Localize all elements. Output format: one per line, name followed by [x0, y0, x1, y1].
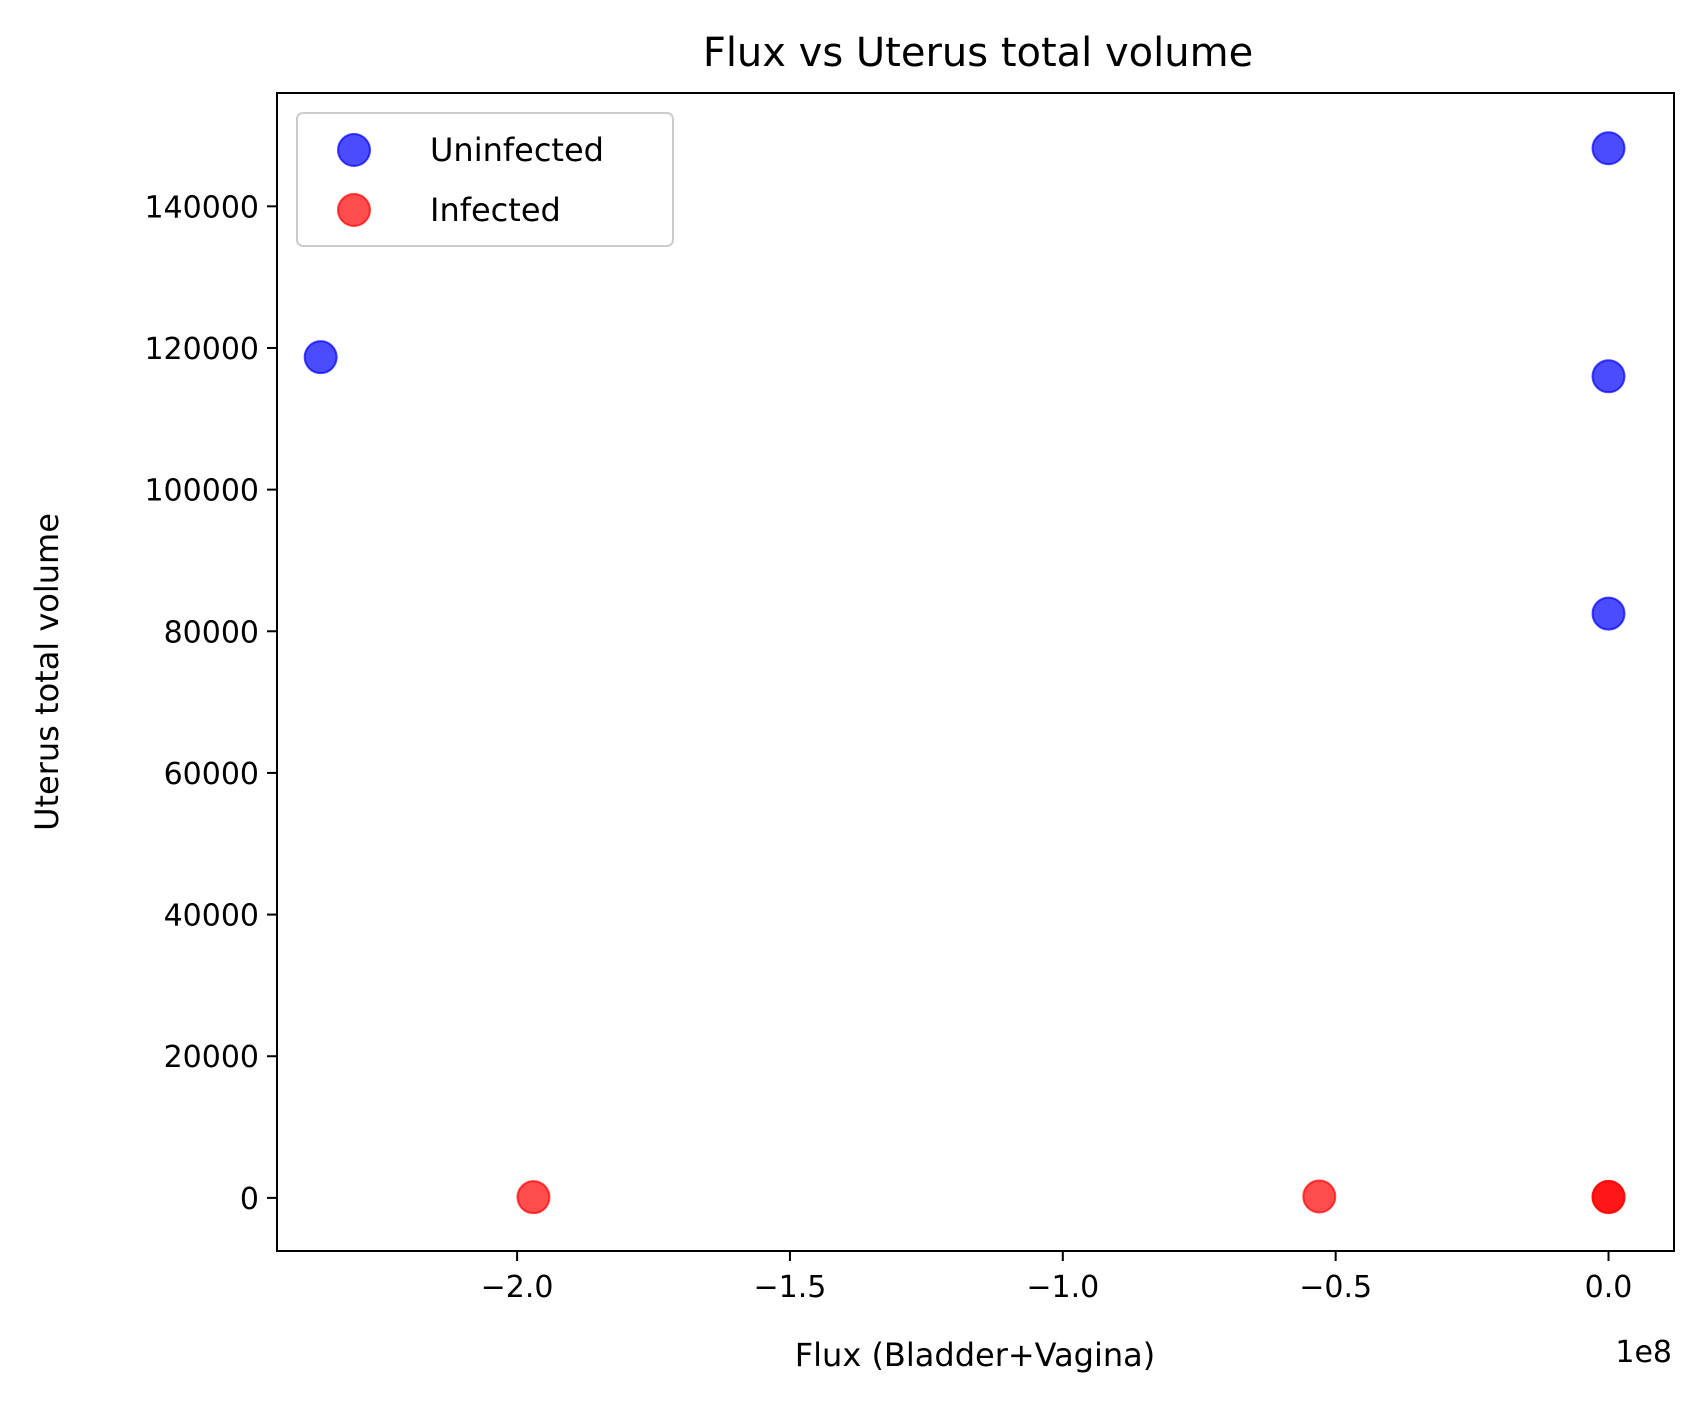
legend-label: Uninfected [430, 131, 604, 169]
data-point [1591, 359, 1626, 394]
y-tick-label: 120000 [144, 332, 259, 367]
x-axis-offset-label: 1e8 [1615, 1335, 1672, 1370]
data-point [303, 340, 338, 375]
y-tick-label: 60000 [164, 757, 259, 792]
plot-area-frame [276, 92, 1675, 1252]
legend-label: Infected [430, 191, 561, 229]
x-tick-label: −2.0 [481, 1270, 554, 1305]
series-uninfected [303, 131, 1626, 631]
legend-marker [337, 193, 371, 227]
x-tick-label: −1.0 [1026, 1270, 1099, 1305]
series-infected [516, 1179, 1626, 1215]
x-tick-label: 0.0 [1585, 1270, 1633, 1305]
data-point [516, 1180, 551, 1215]
data-point [1302, 1179, 1337, 1214]
x-tick-label: −0.5 [1299, 1270, 1372, 1305]
y-tick-label: 20000 [164, 1040, 259, 1075]
y-tick-label: 100000 [144, 474, 259, 509]
x-tick-label: −1.5 [754, 1270, 827, 1305]
data-point [1591, 596, 1626, 631]
y-tick-label: 0 [240, 1182, 259, 1217]
data-point [1591, 131, 1626, 166]
x-axis-label: Flux (Bladder+Vagina) [795, 1336, 1156, 1374]
legend-marker [337, 133, 371, 167]
y-tick-label: 80000 [164, 615, 259, 650]
y-axis-ticks: 0 20000 40000 60000 80000 100000 120000 140000 [144, 190, 277, 1217]
points-layer [303, 131, 1626, 1215]
x-axis-ticks: −2.0 −1.5 −1.0 −0.5 0.0 [481, 1251, 1633, 1305]
y-axis-label: Uterus total volume [28, 513, 66, 831]
legend-frame [296, 112, 674, 247]
y-tick-label: 140000 [144, 190, 259, 225]
data-point [1591, 1180, 1626, 1215]
legend: Uninfected Infected [296, 112, 674, 247]
chart-title: Flux vs Uterus total volume [703, 30, 1253, 76]
y-tick-label: 40000 [164, 899, 259, 934]
